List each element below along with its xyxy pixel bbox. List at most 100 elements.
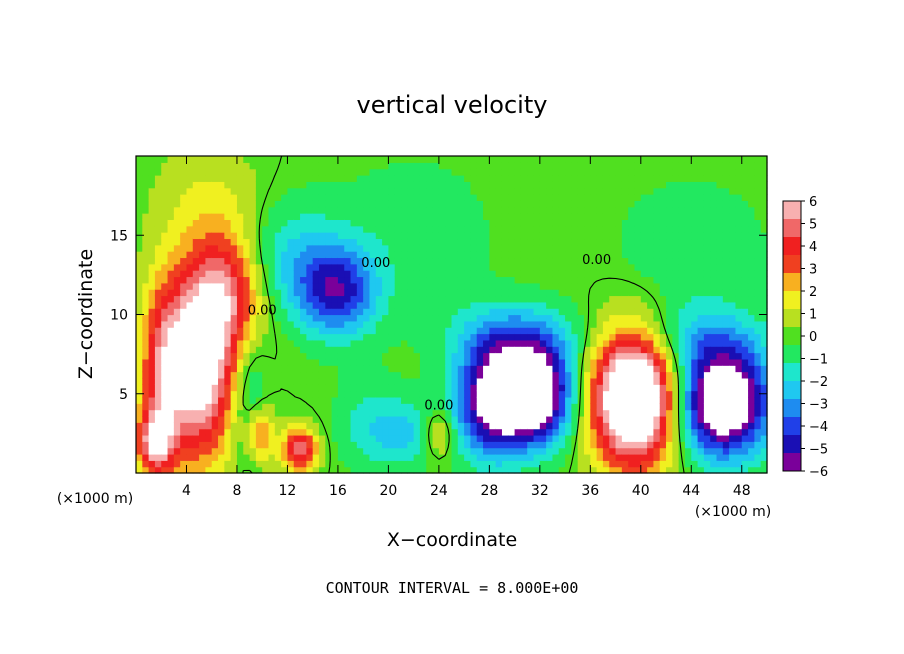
heatmap-cell [729,422,737,430]
heatmap-cell [356,466,364,474]
heatmap-cell [318,384,326,392]
heatmap-cell [281,346,289,354]
heatmap-cell [647,257,655,265]
heatmap-cell [293,276,301,284]
heatmap-cell [388,301,396,309]
heatmap-cell [464,263,472,271]
heatmap-cell [337,441,345,449]
heatmap-cell [173,390,181,398]
heatmap-cell [287,314,295,322]
heatmap-cell [287,181,295,189]
heatmap-cell [148,396,156,404]
heatmap-cell [205,282,213,290]
heatmap-cell [489,301,497,309]
heatmap-cell [590,314,598,322]
heatmap-cell [350,346,358,354]
heatmap-cell [432,282,440,290]
heatmap-cell [609,327,617,335]
heatmap-cell [457,282,465,290]
heatmap-cell [199,384,207,392]
heatmap-cell [180,270,188,278]
heatmap-cell [684,175,692,182]
heatmap-cell [337,282,345,290]
heatmap-cell [356,206,364,214]
heatmap-cell [590,403,598,411]
heatmap-cell [262,441,270,449]
heatmap-cell [451,428,459,436]
heatmap-cell [678,175,686,182]
heatmap-cell [748,168,755,176]
heatmap-cell [375,333,383,341]
heatmap-cell [243,390,251,398]
heatmap-cell [640,409,648,417]
heatmap-cell [722,187,730,195]
heatmap-cell [678,365,686,373]
heatmap-cell [457,390,465,398]
heatmap-cell [729,156,737,163]
heatmap-cell [293,308,301,316]
heatmap-cell [230,270,238,278]
heatmap-cell [312,276,320,284]
heatmap-cell [716,403,724,411]
heatmap-cell [628,200,636,208]
heatmap-cell [697,308,705,316]
heatmap-cell [306,168,314,176]
heatmap-cell [470,162,478,170]
heatmap-cell [224,352,232,360]
heatmap-cell [394,257,402,265]
heatmap-cell [514,384,522,392]
heatmap-cell [501,384,509,392]
heatmap-cell [501,403,509,411]
heatmap-cell [325,200,333,208]
heatmap-cell [748,428,755,436]
heatmap-cell [136,396,143,404]
heatmap-cell [192,308,200,316]
heatmap-cell [180,263,188,271]
heatmap-cell [300,352,307,360]
heatmap-cell [722,384,730,392]
heatmap-cell [274,365,282,373]
heatmap-cell [268,181,276,189]
heatmap-cell [255,434,263,442]
heatmap-cell [508,314,516,322]
heatmap-cell [501,460,509,468]
heatmap-cell [495,327,503,335]
heatmap-cell [748,156,755,163]
heatmap-cell [287,238,295,246]
heatmap-cell [293,289,301,297]
heatmap-cell [741,175,749,182]
heatmap-cell [438,156,446,163]
heatmap-cell [192,181,200,189]
heatmap-cell [697,460,705,468]
heatmap-cell [489,251,497,259]
heatmap-cell [741,320,749,328]
heatmap-cell [394,276,402,284]
heatmap-cell [577,327,585,335]
heatmap-cell [230,333,238,341]
heatmap-cell [533,384,541,392]
heatmap-cell [451,422,459,430]
heatmap-cell [274,390,282,398]
heatmap-cell [306,308,314,316]
heatmap-cell [306,187,314,195]
heatmap-cell [287,428,295,436]
heatmap-cell [356,384,364,392]
heatmap-cell [142,346,150,354]
heatmap-cell [659,282,667,290]
heatmap-cell [470,434,478,442]
heatmap-cell [754,168,762,176]
heatmap-cell [684,320,692,328]
heatmap-cell [628,409,636,417]
heatmap-cell [230,327,238,335]
heatmap-cell [154,453,162,461]
heatmap-cell [659,371,667,379]
heatmap-cell [426,168,434,176]
heatmap-cell [577,219,585,227]
heatmap-cell [647,447,655,455]
heatmap-cell [501,365,509,373]
heatmap-cell [760,251,768,259]
heatmap-cell [546,320,554,328]
heatmap-cell [148,301,156,309]
heatmap-cell [640,377,648,385]
heatmap-cell [571,377,579,385]
